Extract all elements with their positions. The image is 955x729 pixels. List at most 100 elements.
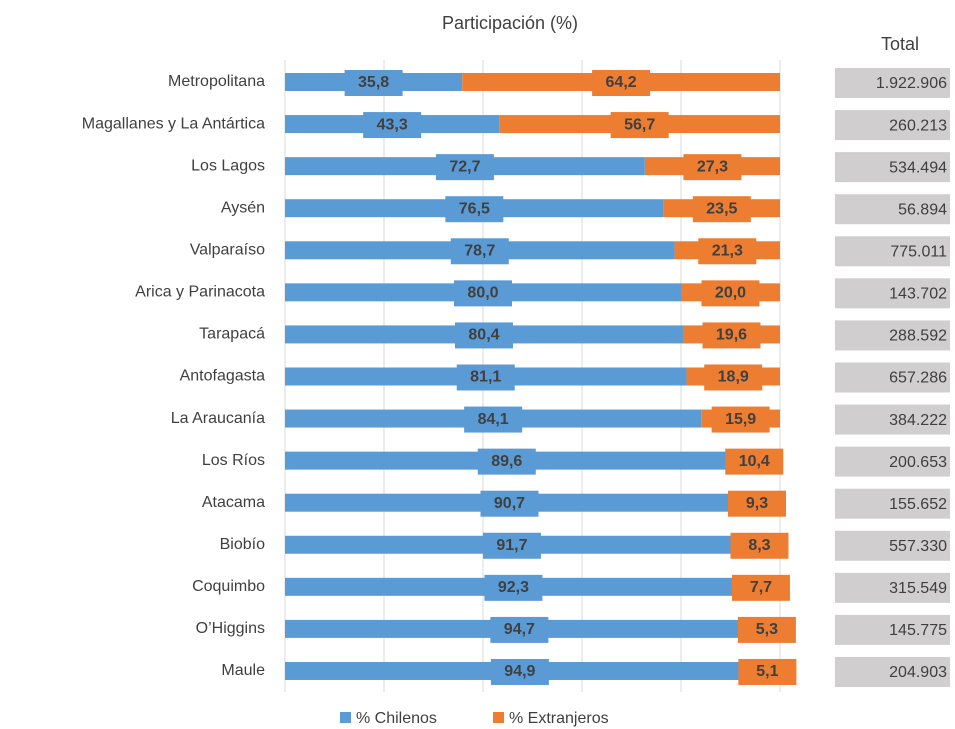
- data-label: 7,7: [750, 579, 772, 596]
- data-label-box: [477, 448, 536, 475]
- data-label-box: [484, 574, 543, 601]
- total-cell: [835, 194, 950, 225]
- data-label: 5,1: [756, 663, 778, 680]
- total-value: 204.903: [889, 664, 947, 681]
- data-label-box: [456, 364, 515, 391]
- data-label: 23,5: [706, 200, 737, 217]
- data-label: 76,5: [459, 200, 490, 217]
- total-cell: [835, 572, 950, 603]
- data-label-box: [711, 406, 770, 433]
- y-tick-label: Magallanes y La Antártica: [82, 115, 265, 132]
- y-tick-label: Valparaíso: [190, 241, 265, 258]
- total-cell: [835, 152, 950, 183]
- total-value: 1.922.906: [876, 75, 947, 92]
- total-cell: [835, 530, 950, 561]
- total-cell: [835, 614, 950, 645]
- total-value: 56.894: [898, 201, 947, 218]
- total-cell: [835, 320, 950, 351]
- data-label: 80,0: [467, 285, 498, 302]
- y-tick-label: Antofagasta: [180, 368, 266, 385]
- total-value: 384.222: [889, 412, 947, 429]
- data-label: 92,3: [498, 579, 529, 596]
- data-label-box: [610, 112, 669, 139]
- data-label: 5,3: [756, 621, 778, 638]
- total-cell: [835, 488, 950, 519]
- data-label-box: [450, 238, 509, 265]
- data-label-box: [698, 238, 757, 265]
- y-tick-label: Aysén: [221, 199, 265, 216]
- data-label-box: [454, 280, 512, 307]
- data-label-box: [701, 280, 760, 307]
- data-label: 78,7: [464, 242, 495, 259]
- total-value: 200.653: [889, 454, 947, 471]
- data-label: 94,9: [504, 663, 535, 680]
- data-label-box: [704, 364, 763, 391]
- data-label: 35,8: [358, 74, 389, 91]
- y-tick-label: Los Ríos: [202, 452, 265, 469]
- y-tick-label: Tarapacá: [199, 326, 265, 343]
- total-cell: [835, 68, 950, 98]
- total-cell: [835, 362, 950, 393]
- y-tick-label: La Araucanía: [171, 410, 265, 427]
- data-label: 18,9: [718, 369, 749, 386]
- total-cell: [835, 278, 950, 309]
- y-tick-label: Metropolitana: [168, 73, 265, 90]
- y-tick-label: Maule: [221, 662, 265, 679]
- y-tick-label: O’Higgins: [196, 620, 265, 637]
- total-value: 557.330: [889, 538, 947, 555]
- y-tick-label: Biobío: [220, 536, 265, 553]
- data-label-box: [737, 616, 796, 643]
- data-label: 19,6: [716, 327, 747, 344]
- data-label-box: [725, 448, 784, 475]
- data-label-box: [445, 196, 504, 223]
- total-value: 260.213: [889, 117, 947, 134]
- data-label-box: [683, 154, 742, 181]
- data-label-box: [738, 658, 797, 685]
- data-label-box: [363, 112, 422, 139]
- data-label-box: [730, 532, 789, 559]
- data-label: 80,4: [468, 327, 499, 344]
- y-tick-label: Los Lagos: [191, 157, 265, 174]
- data-label: 43,3: [377, 116, 408, 133]
- total-value: 534.494: [889, 159, 947, 176]
- legend-swatch: [493, 712, 504, 723]
- total-value: 315.549: [889, 580, 947, 597]
- data-label-box: [592, 70, 651, 96]
- data-label: 9,3: [746, 495, 768, 512]
- totals-title: Total: [881, 34, 919, 54]
- data-label: 64,2: [606, 74, 637, 91]
- data-label-box: [454, 322, 513, 349]
- total-value: 155.652: [889, 496, 947, 513]
- legend-label: % Extranjeros: [509, 710, 609, 727]
- data-label-box: [344, 70, 403, 96]
- data-label-box: [727, 490, 786, 517]
- total-cell: [835, 446, 950, 477]
- data-label: 56,7: [624, 116, 655, 133]
- y-tick-label: Atacama: [202, 494, 265, 511]
- total-cell: [835, 656, 950, 687]
- total-value: 143.702: [889, 286, 947, 303]
- data-label: 89,6: [491, 453, 522, 470]
- data-label: 81,1: [470, 369, 501, 386]
- legend-swatch: [340, 712, 351, 723]
- total-cell: [835, 236, 950, 267]
- chart-title: Participación (%): [442, 13, 578, 33]
- data-label-box: [692, 196, 751, 223]
- data-label: 27,3: [697, 158, 728, 175]
- data-label-box: [702, 322, 761, 349]
- total-value: 145.775: [889, 622, 947, 639]
- data-label: 90,7: [494, 495, 525, 512]
- data-label-box: [480, 490, 539, 517]
- data-label: 20,0: [715, 285, 746, 302]
- data-label: 15,9: [725, 411, 756, 428]
- total-value: 657.286: [889, 370, 947, 387]
- total-value: 288.592: [889, 328, 947, 345]
- data-label-box: [731, 574, 790, 601]
- data-label-box: [490, 616, 549, 643]
- legend-label: % Chilenos: [356, 710, 437, 727]
- data-label: 84,1: [478, 411, 509, 428]
- total-value: 775.011: [890, 243, 947, 260]
- data-label: 21,3: [712, 242, 743, 259]
- data-label-box: [435, 154, 494, 181]
- total-cell: [835, 110, 950, 141]
